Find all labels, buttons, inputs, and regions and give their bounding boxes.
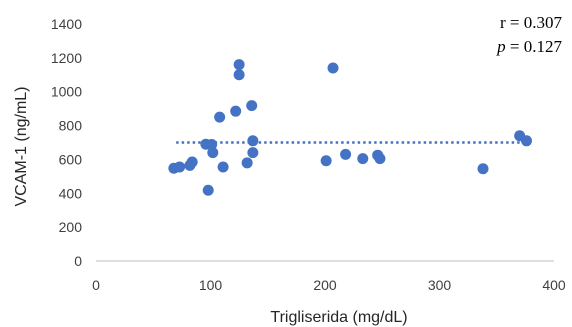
y-tick-label-6: 1200	[51, 50, 82, 66]
data-points	[168, 59, 533, 196]
y-tick-label-5: 1000	[51, 84, 82, 100]
data-point-16	[247, 147, 259, 159]
data-point-9	[217, 161, 229, 173]
data-point-1	[174, 161, 186, 173]
data-point-5	[202, 184, 214, 196]
y-tick-label-0: 0	[74, 253, 82, 269]
x-axis-ticks: 0 100 200 300 400	[92, 277, 566, 293]
data-point-6	[206, 139, 218, 151]
data-point-8	[214, 111, 226, 123]
data-point-22	[374, 153, 386, 165]
data-point-23	[477, 163, 489, 175]
r-value-annotation: r = 0.307	[500, 13, 562, 32]
x-tick-label-0: 0	[92, 277, 100, 293]
x-axis-title: Trigliserida (mg/dL)	[270, 309, 407, 326]
data-point-25	[521, 135, 533, 147]
data-point-10	[230, 105, 242, 117]
p-value: = 0.127	[506, 37, 563, 56]
data-point-11	[233, 59, 245, 71]
y-tick-label-3: 600	[59, 151, 83, 167]
data-point-13	[241, 157, 253, 169]
y-axis-ticks: 0 200 400 600 800 1000 1200 1400	[51, 16, 82, 269]
data-point-17	[320, 155, 332, 167]
p-symbol: p	[496, 37, 506, 56]
data-point-7	[207, 147, 219, 159]
x-tick-label-1: 100	[199, 277, 223, 293]
y-tick-label-1: 200	[59, 219, 83, 235]
data-point-3	[186, 156, 198, 168]
p-value-annotation: p = 0.127	[496, 37, 562, 56]
y-axis-title: VCAM-1 (ng/mL)	[13, 86, 30, 206]
x-tick-label-2: 200	[313, 277, 337, 293]
x-tick-label-3: 300	[428, 277, 452, 293]
data-point-14	[246, 100, 258, 112]
data-point-20	[357, 153, 369, 165]
data-point-18	[327, 62, 339, 74]
y-tick-label-7: 1400	[51, 16, 82, 32]
y-tick-label-4: 800	[59, 118, 83, 134]
data-point-15	[247, 135, 259, 147]
data-point-19	[340, 148, 352, 160]
x-tick-label-4: 400	[542, 277, 566, 293]
y-tick-label-2: 400	[59, 185, 83, 201]
data-point-12	[233, 69, 245, 81]
